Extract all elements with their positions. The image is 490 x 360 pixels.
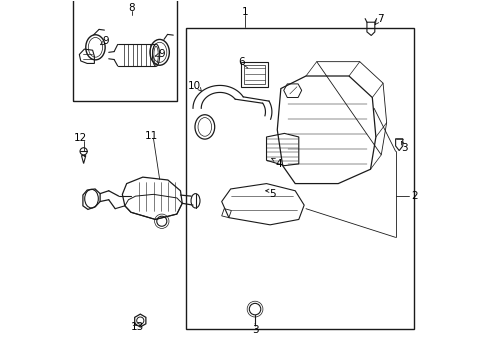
Text: 11: 11 bbox=[145, 131, 158, 141]
Bar bbox=[186, 28, 414, 329]
Text: 5: 5 bbox=[270, 189, 276, 199]
Bar bbox=[73, 0, 177, 101]
Text: 3: 3 bbox=[252, 325, 259, 334]
Text: 8: 8 bbox=[129, 3, 135, 13]
Text: 9: 9 bbox=[102, 36, 109, 46]
Text: 12: 12 bbox=[74, 133, 87, 143]
Bar bbox=[245, 65, 266, 84]
Text: 9: 9 bbox=[158, 49, 165, 59]
Text: 2: 2 bbox=[411, 191, 417, 201]
Text: 1: 1 bbox=[242, 7, 248, 17]
Text: 13: 13 bbox=[131, 322, 144, 332]
Text: 6: 6 bbox=[238, 57, 245, 67]
Text: 10: 10 bbox=[188, 81, 201, 91]
Bar bbox=[242, 62, 269, 87]
Text: 3: 3 bbox=[401, 143, 408, 153]
Text: 7: 7 bbox=[377, 14, 384, 24]
Text: 4: 4 bbox=[276, 159, 282, 169]
